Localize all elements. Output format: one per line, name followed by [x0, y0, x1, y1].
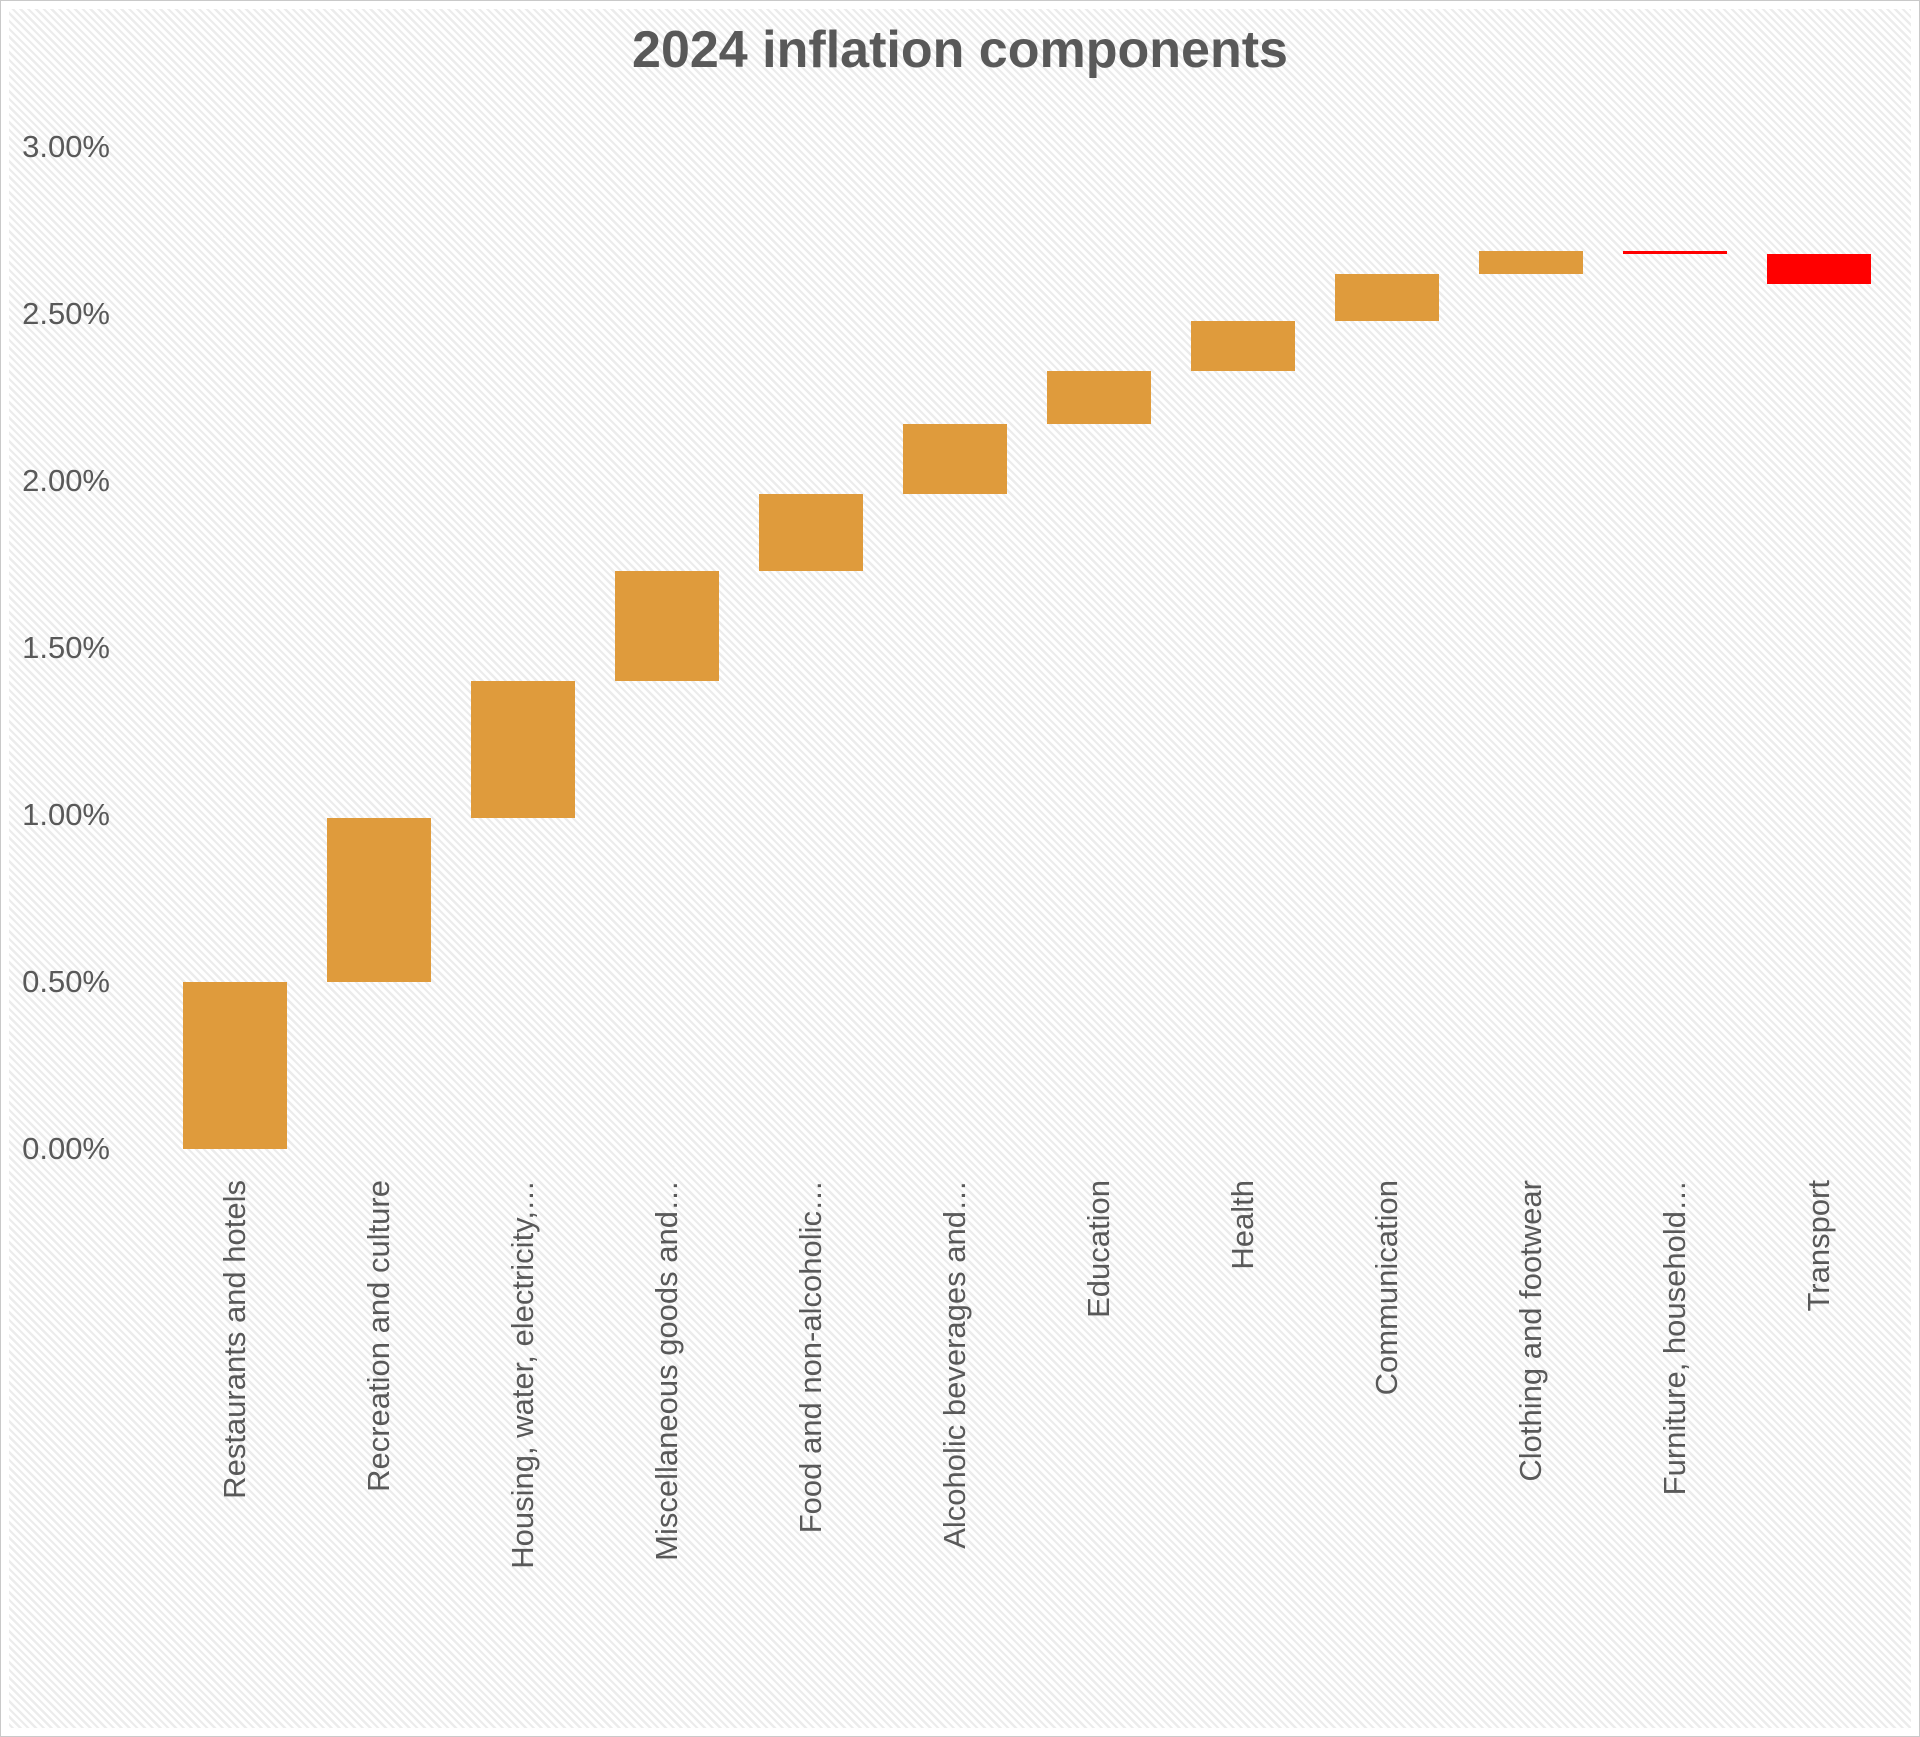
y-tick-label-2.50: 2.50% [22, 296, 110, 331]
bar-housing-water-electricity [471, 681, 575, 819]
x-label-restaurants-and-hotels: Restaurants and hotels [217, 1180, 252, 1499]
bar-food-and-non-alcoholic [759, 494, 863, 572]
x-label-housing-water-electricity: Housing, water, electricity,… [505, 1180, 540, 1569]
bar-transport [1767, 253, 1871, 284]
x-label-food-and-non-alcoholic: Food and non-alcoholic… [793, 1180, 828, 1534]
y-tick-label-1.50: 1.50% [22, 630, 110, 665]
x-label-furniture-household: Furniture, household… [1657, 1180, 1692, 1496]
x-label-communication: Communication [1369, 1180, 1404, 1396]
x-label-clothing-and-footwear: Clothing and footwear [1513, 1180, 1548, 1482]
y-tick-label-0.50: 0.50% [22, 964, 110, 999]
x-label-health: Health [1225, 1180, 1260, 1270]
x-label-transport: Transport [1801, 1180, 1836, 1312]
x-label-alcoholic-beverages-and: Alcoholic beverages and… [937, 1180, 972, 1549]
bar-communication [1335, 273, 1439, 321]
bar-furniture-household [1623, 250, 1727, 254]
y-tick-label-1.00: 1.00% [22, 797, 110, 832]
chart-title: 2024 inflation components [632, 21, 1288, 79]
bar-miscellaneous-goods-and [615, 571, 719, 682]
bar-restaurants-and-hotels [183, 982, 287, 1149]
x-label-miscellaneous-goods-and: Miscellaneous goods and… [649, 1180, 684, 1561]
x-label-recreation-and-culture: Recreation and culture [361, 1180, 396, 1492]
bar-education [1047, 370, 1151, 424]
y-tick-label-3.00: 3.00% [22, 129, 110, 164]
y-tick-label-2.00: 2.00% [22, 463, 110, 498]
x-label-education: Education [1081, 1180, 1116, 1318]
bar-health [1191, 320, 1295, 371]
bar-recreation-and-culture [327, 818, 431, 983]
y-tick-label-0.00: 0.00% [22, 1131, 110, 1166]
bar-alcoholic-beverages-and [903, 424, 1007, 495]
bar-clothing-and-footwear [1479, 250, 1583, 274]
